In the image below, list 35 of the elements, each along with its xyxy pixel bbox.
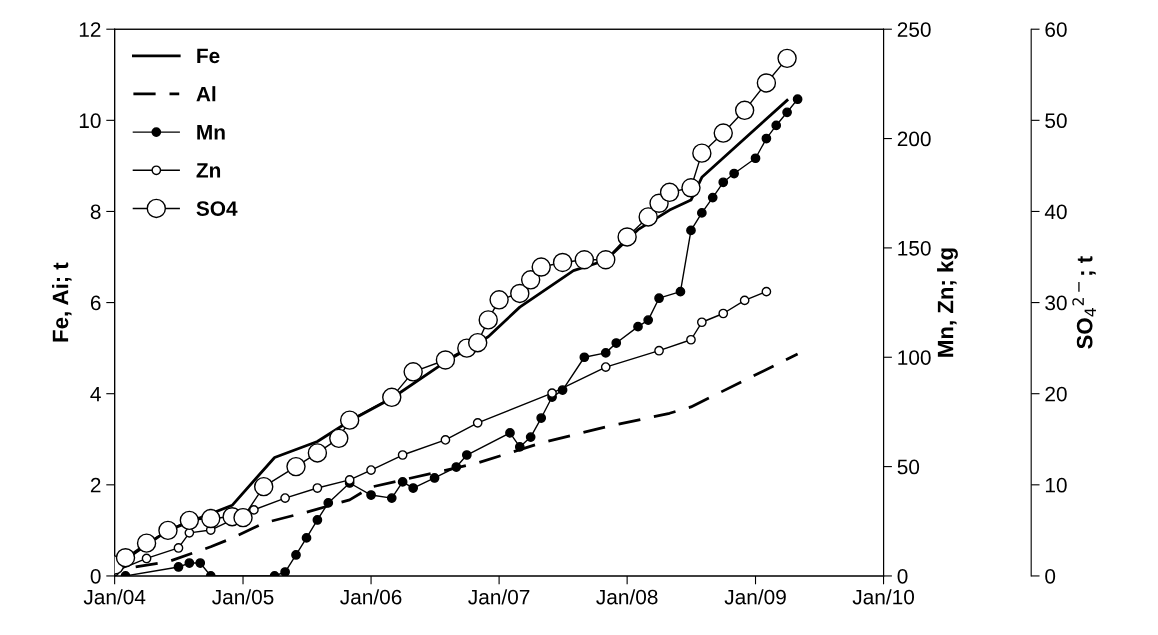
y3-axis-title: SO$_{4}$$^{2−}$; t [1072,256,1096,349]
x-tick-label: Jan/07 [468,589,530,605]
x-tick-label: Jan/05 [212,589,274,605]
y-tick-label: 8 [90,204,101,220]
y-tick-label: 6 [90,295,101,311]
legend-label: Mn [197,125,225,140]
y-tick-label: 12 [79,22,101,37]
x-tick-label: Jan/09 [724,589,786,605]
y3-tick-label: 40 [1044,204,1067,220]
y3-tick-label: 0 [1045,568,1056,584]
y2-tick-label: 200 [897,131,931,147]
legend-label: Zn [196,163,221,178]
y2-axis-title: Mn, Zn; kg [937,248,958,357]
y2-tick-label: 150 [898,240,931,256]
legend-label: SO4 [196,201,238,216]
y-tick-label: 10 [79,113,101,129]
x-tick-label: Jan/04 [83,589,146,605]
y2-tick-label: 0 [897,568,908,584]
y3-tick-label: 50 [1045,113,1067,129]
y2-tick-label: 250 [897,22,931,37]
y3-tick-label: 20 [1045,386,1067,402]
y-tick-label: 0 [90,568,101,584]
y3-tick-label: 10 [1045,477,1067,493]
legend-label: Al [196,86,216,102]
y2-tick-label: 100 [898,350,931,365]
legend-label: Fe [197,48,220,64]
y-tick-label: 2 [90,477,101,493]
x-tick-label: Jan/06 [340,589,402,605]
x-tick-label: Jan/08 [596,589,658,605]
y3-tick-label: 60 [1045,22,1067,37]
y-axis-title: Fe, Ai; t [52,262,72,342]
y2-tick-label: 50 [897,459,920,475]
x-tick-label: Jan/10 [852,589,915,605]
y3-tick-label: 30 [1045,295,1067,311]
y-tick-label: 4 [90,386,101,402]
